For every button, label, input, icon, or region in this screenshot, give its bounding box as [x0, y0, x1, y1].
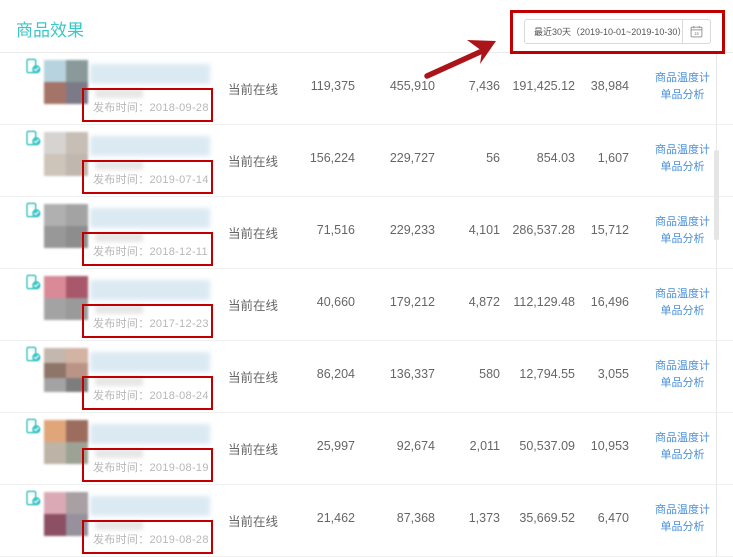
svg-text:16: 16 — [694, 31, 699, 36]
